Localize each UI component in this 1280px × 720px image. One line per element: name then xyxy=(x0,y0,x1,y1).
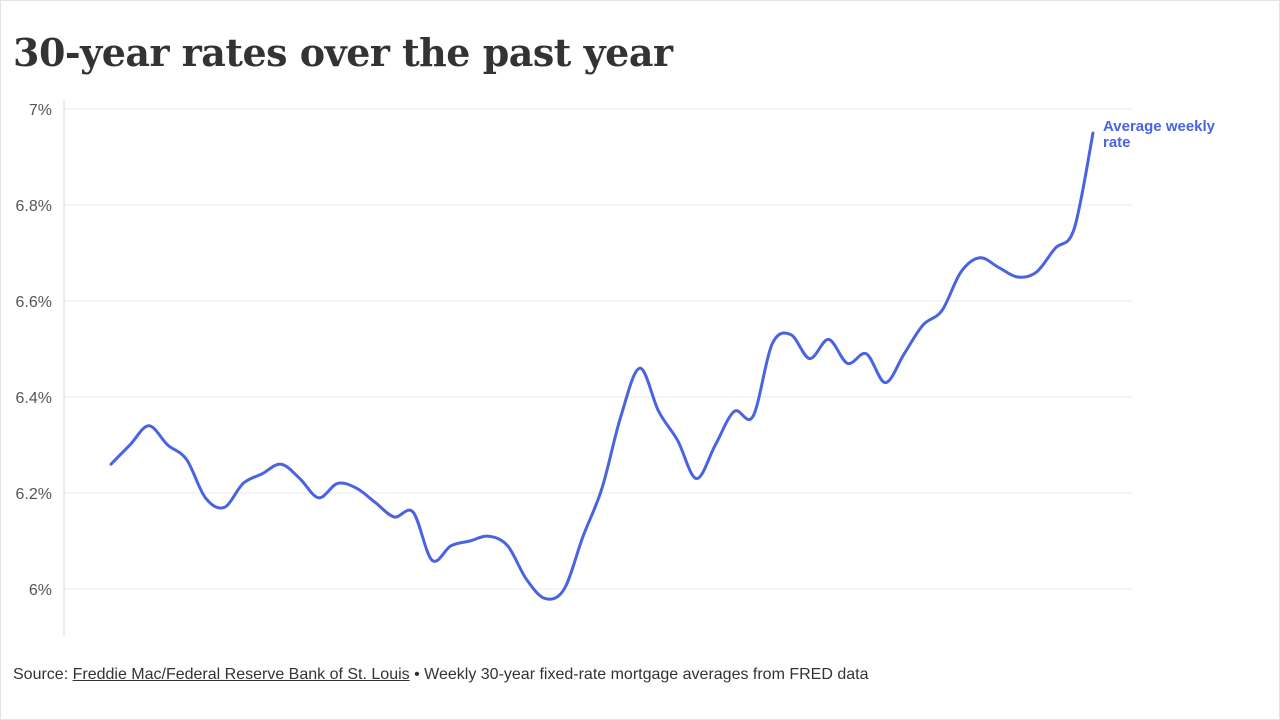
y-tick-label: 7% xyxy=(29,102,52,119)
y-tick-label: 6% xyxy=(29,582,52,599)
series-label-line: rate xyxy=(1103,134,1131,151)
footer-separator: • xyxy=(414,666,420,683)
y-tick-label: 6.4% xyxy=(16,390,52,407)
source-link[interactable]: Freddie Mac/Federal Reserve Bank of St. … xyxy=(72,666,410,683)
series-line-average-weekly-rate xyxy=(109,131,1095,601)
y-axis-tick-labels: 6% 6.2% 6.4% 6.6% 6.8% 7% xyxy=(16,102,52,599)
chart-footer: Source: Freddie Mac/Federal Reserve Bank… xyxy=(13,666,869,684)
y-tick-label: 6.6% xyxy=(16,294,52,311)
gridlines xyxy=(64,108,1133,590)
footer-note: Weekly 30-year fixed-rate mortgage avera… xyxy=(424,666,869,683)
series-label-average-weekly-rate: Average weekly rate xyxy=(1103,118,1216,151)
series-label-line: Average weekly xyxy=(1103,118,1216,135)
y-tick-label: 6.8% xyxy=(16,198,52,215)
chart-title: 30-year rates over the past year xyxy=(13,30,673,75)
source-prefix: Source: xyxy=(13,666,69,683)
y-tick-label: 6.2% xyxy=(16,486,52,503)
